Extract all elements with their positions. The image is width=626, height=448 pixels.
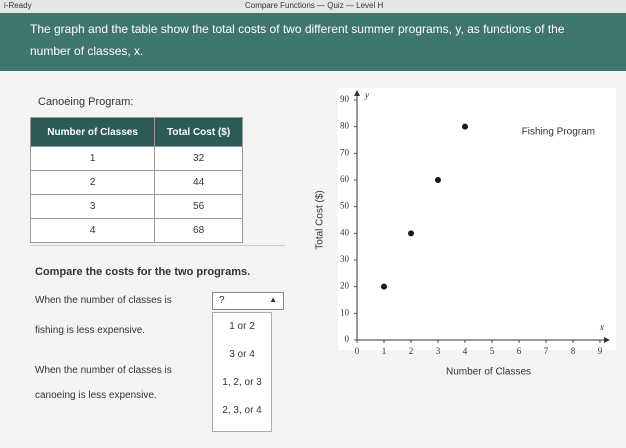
- top-bar: i-Ready Compare Functions — Quiz — Level…: [0, 0, 626, 13]
- y-arrow: [354, 90, 360, 96]
- y-tick-label: 90: [340, 94, 350, 104]
- x-tick-label: 4: [463, 346, 468, 356]
- x-tick-label: 6: [517, 346, 522, 356]
- table-row: 4 68: [29, 218, 243, 243]
- dropdown-option[interactable]: 3 or 4: [229, 349, 255, 360]
- x-tick-label: 8: [571, 346, 576, 356]
- quiz-title: Compare Functions — Quiz — Level H: [245, 1, 384, 10]
- table-cell: 32: [154, 146, 243, 171]
- x-tick-label: 2: [409, 346, 414, 356]
- question-banner: The graph and the table show the total c…: [0, 13, 626, 71]
- x-tick-label: 7: [544, 346, 549, 356]
- app-name: i-Ready: [4, 1, 32, 10]
- table-cell: 2: [29, 170, 156, 195]
- x-tick-label: 0: [355, 346, 360, 356]
- dropdown-list: 1 or 2 3 or 4 1, 2, or 3 2, 3, or 4: [212, 312, 272, 432]
- y-tick-label: 40: [340, 227, 350, 237]
- data-point: [381, 283, 387, 290]
- dropdown-option[interactable]: 1, 2, or 3: [222, 377, 262, 388]
- table-header: Number of Classes Total Cost ($): [29, 117, 243, 147]
- legend-label: Fishing Program: [522, 127, 595, 138]
- header-cell: Total Cost ($): [154, 117, 243, 147]
- plot-background: [338, 88, 616, 350]
- table-row: 2 44: [29, 170, 243, 195]
- cost-table: Number of Classes Total Cost ($) 1 32 2 44 3 5…: [29, 117, 243, 243]
- table-cell: 3: [29, 194, 156, 219]
- y-variable: y: [364, 90, 369, 100]
- data-point: [435, 177, 441, 183]
- table-cell: 44: [154, 170, 243, 195]
- table-row: 3 56: [29, 194, 243, 219]
- x-arrow: [604, 337, 610, 343]
- x-tick-label: 5: [490, 346, 495, 356]
- y-tick-label: 20: [340, 281, 350, 291]
- data-point: [462, 123, 468, 130]
- dropdown-placeholder: ?: [219, 295, 225, 306]
- x-variable: x: [599, 322, 604, 332]
- x-tick-label: 1: [382, 346, 387, 356]
- x-tick-label: 3: [436, 346, 441, 356]
- table-cell: 56: [154, 194, 243, 219]
- x-tick-label: 9: [598, 346, 603, 356]
- prompt: Compare the costs for the two programs.: [35, 266, 251, 278]
- y-axis-label: Total Cost ($): [315, 190, 326, 249]
- data-point: [408, 230, 414, 237]
- header-cell: Number of Classes: [29, 117, 156, 147]
- statement-2-after: canoeing is less expensive.: [35, 390, 157, 401]
- statement-1-before: When the number of classes is: [35, 295, 172, 306]
- table-body: 1 32 2 44 3 56 4 68: [29, 146, 243, 243]
- y-tick-label: 80: [340, 121, 350, 131]
- y-tick-label: 10: [340, 307, 350, 317]
- canoeing-label: Canoeing Program:: [38, 96, 134, 108]
- statement-2-before: When the number of classes is: [35, 365, 172, 376]
- x-axis-label: Number of Classes: [446, 367, 531, 378]
- dropdown-option[interactable]: 2, 3, or 4: [222, 405, 262, 416]
- table-row: 1 32: [29, 146, 243, 171]
- y-tick-label: 0: [345, 334, 350, 344]
- statement-1-after: fishing is less expensive.: [35, 325, 146, 336]
- dropdown[interactable]: ? ▲: [212, 292, 284, 310]
- table-cell: 1: [29, 146, 156, 171]
- y-tick-label: 50: [340, 201, 350, 211]
- y-tick-label: 60: [340, 174, 350, 184]
- table-cell: 4: [29, 218, 156, 243]
- chart: 0 10 20 30 40 50 60 70 80 90 0 1 2 3 4 5 6 7 8 9 y x Number of…: [315, 88, 616, 378]
- caret: ▲: [269, 295, 277, 304]
- divider: [30, 245, 285, 246]
- y-tick-label: 30: [340, 254, 350, 264]
- dropdown-option[interactable]: 1 or 2: [229, 321, 255, 332]
- table-cell: 68: [154, 218, 243, 243]
- question-text: The graph and the table show the total c…: [30, 22, 565, 58]
- y-tick-label: 70: [340, 147, 350, 157]
